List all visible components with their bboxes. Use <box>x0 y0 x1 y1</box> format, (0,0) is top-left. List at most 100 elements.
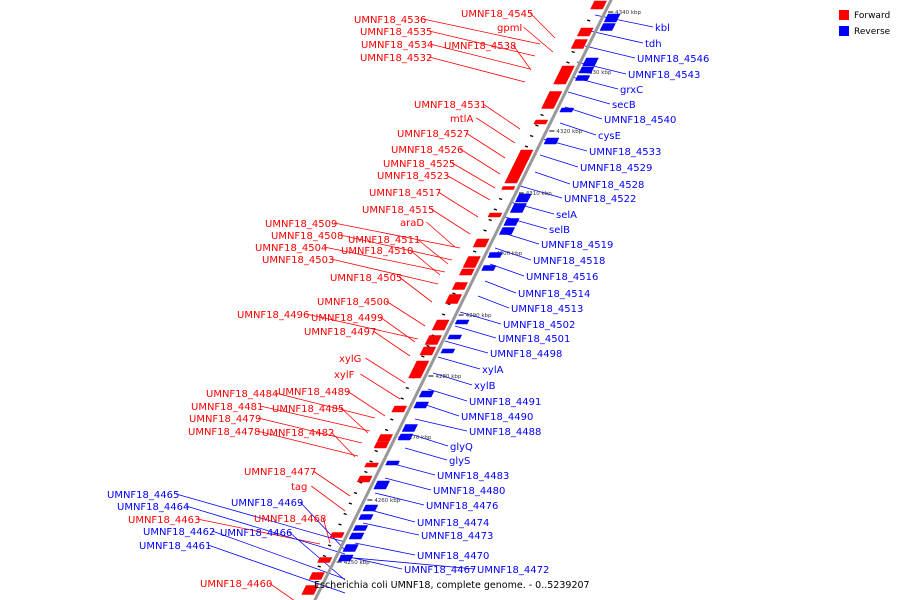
gene-label-umnf18-4481[interactable]: UMNF18_4481 <box>191 402 263 413</box>
gene-label-umnf18-4464[interactable]: UMNF18_4464 <box>117 502 189 513</box>
gene-label-glys[interactable]: glyS <box>449 456 470 467</box>
forward-gene[interactable] <box>570 39 588 49</box>
reverse-gene[interactable] <box>348 532 365 540</box>
gene-label-umnf18-4510[interactable]: UMNF18_4510 <box>341 246 413 257</box>
gene-label-umnf18-4534[interactable]: UMNF18_4534 <box>361 40 433 51</box>
gene-label-umnf18-4474[interactable]: UMNF18_4474 <box>417 518 489 529</box>
reverse-gene[interactable] <box>373 480 391 490</box>
reverse-gene[interactable] <box>362 504 379 512</box>
reverse-gene[interactable] <box>358 514 374 520</box>
gene-label-umnf18-4466[interactable]: UMNF18_4466 <box>220 528 292 539</box>
gene-label-umnf18-4462[interactable]: UMNF18_4462 <box>143 527 215 538</box>
reverse-gene[interactable] <box>418 390 435 398</box>
gene-label-umnf18-4496[interactable]: UMNF18_4496 <box>237 310 309 321</box>
forward-gene[interactable] <box>541 99 559 109</box>
gene-label-umnf18-4461[interactable]: UMNF18_4461 <box>139 541 211 552</box>
gene-label-umnf18-4508[interactable]: UMNF18_4508 <box>271 231 343 242</box>
gene-label-umnf18-4517[interactable]: UMNF18_4517 <box>369 188 441 199</box>
gene-label-umnf18-4483[interactable]: UMNF18_4483 <box>437 471 509 482</box>
forward-gene[interactable] <box>462 256 481 268</box>
reverse-gene[interactable] <box>454 319 470 325</box>
forward-gene[interactable] <box>431 319 450 331</box>
gene-label-umnf18-4467[interactable]: UMNF18_4467 <box>404 565 476 576</box>
reverse-gene[interactable] <box>487 252 503 258</box>
gene-label-sela[interactable]: selA <box>556 210 577 221</box>
reverse-gene[interactable] <box>352 525 369 531</box>
gene-label-umnf18-4526[interactable]: UMNF18_4526 <box>391 145 463 156</box>
forward-gene[interactable] <box>356 475 373 483</box>
forward-gene[interactable] <box>472 238 490 248</box>
forward-gene[interactable] <box>364 462 379 468</box>
gene-label-umnf18-4538[interactable]: UMNF18_4538 <box>444 41 516 52</box>
reverse-gene[interactable] <box>509 203 528 213</box>
gene-label-umnf18-4484[interactable]: UMNF18_4484 <box>206 389 278 400</box>
forward-gene[interactable] <box>451 282 469 290</box>
gene-label-umnf18-4470[interactable]: UMNF18_4470 <box>417 551 489 562</box>
gene-label-umnf18-4490[interactable]: UMNF18_4490 <box>461 412 533 423</box>
gene-label-umnf18-4519[interactable]: UMNF18_4519 <box>541 240 613 251</box>
gene-label-tdh[interactable]: tdh <box>645 39 662 50</box>
gene-label-xyla[interactable]: xylA <box>482 365 504 376</box>
gene-label-umnf18-4491[interactable]: UMNF18_4491 <box>469 397 541 408</box>
gene-label-umnf18-4535[interactable]: UMNF18_4535 <box>360 27 432 38</box>
gene-label-umnf18-4529[interactable]: UMNF18_4529 <box>580 163 652 174</box>
forward-gene[interactable] <box>317 557 333 563</box>
forward-gene[interactable] <box>458 268 475 276</box>
gene-label-selb[interactable]: selB <box>549 225 570 236</box>
reverse-gene[interactable] <box>543 137 560 145</box>
gene-label-umnf18-4460[interactable]: UMNF18_4460 <box>200 579 272 590</box>
forward-gene[interactable] <box>408 369 425 379</box>
gene-label-umnf18-4485[interactable]: UMNF18_4485 <box>272 404 344 415</box>
gene-label-umnf18-4540[interactable]: UMNF18_4540 <box>604 115 676 126</box>
reverse-gene[interactable] <box>385 460 400 466</box>
gene-label-umnf18-4489[interactable]: UMNF18_4489 <box>278 387 350 398</box>
gene-label-umnf18-4503[interactable]: UMNF18_4503 <box>262 255 334 266</box>
gene-label-gpmi[interactable]: gpmI <box>497 23 522 34</box>
gene-label-umnf18-4477[interactable]: UMNF18_4477 <box>244 467 316 478</box>
gene-label-umnf18-4509[interactable]: UMNF18_4509 <box>265 219 337 230</box>
reverse-gene[interactable] <box>401 424 418 432</box>
gene-label-umnf18-4480[interactable]: UMNF18_4480 <box>433 486 505 497</box>
forward-gene[interactable] <box>373 441 390 449</box>
forward-gene[interactable] <box>329 532 345 538</box>
reverse-gene[interactable] <box>337 554 354 562</box>
forward-gene[interactable] <box>501 186 516 190</box>
forward-gene[interactable] <box>376 434 394 442</box>
gene-label-umnf18-4473[interactable]: UMNF18_4473 <box>421 531 493 542</box>
gene-label-umnf18-4546[interactable]: UMNF18_4546 <box>637 54 709 65</box>
forward-gene[interactable] <box>424 335 442 345</box>
reverse-gene[interactable] <box>559 107 575 113</box>
reverse-gene[interactable] <box>503 218 520 226</box>
gene-label-umnf18-4518[interactable]: UMNF18_4518 <box>533 256 605 267</box>
gene-label-xylb[interactable]: xylB <box>474 381 496 392</box>
gene-label-umnf18-4488[interactable]: UMNF18_4488 <box>469 427 541 438</box>
reverse-gene[interactable] <box>599 23 616 31</box>
reverse-gene[interactable] <box>447 334 463 340</box>
forward-gene[interactable] <box>553 75 570 85</box>
gene-label-umnf18-4516[interactable]: UMNF18_4516 <box>526 272 598 283</box>
forward-gene[interactable] <box>411 360 430 372</box>
gene-label-umnf18-4501[interactable]: UMNF18_4501 <box>498 334 570 345</box>
gene-label-umnf18-4528[interactable]: UMNF18_4528 <box>572 180 644 191</box>
gene-label-umnf18-4532[interactable]: UMNF18_4532 <box>360 53 432 64</box>
gene-label-grxc[interactable]: grxC <box>620 85 643 96</box>
reverse-gene[interactable] <box>582 57 599 67</box>
gene-label-umnf18-4478[interactable]: UMNF18_4478 <box>188 427 260 438</box>
gene-label-umnf18-4522[interactable]: UMNF18_4522 <box>564 194 636 205</box>
forward-gene[interactable] <box>515 149 534 161</box>
gene-label-umnf18-4531[interactable]: UMNF18_4531 <box>414 100 486 111</box>
gene-label-umnf18-4482[interactable]: UMNF18_4482 <box>262 428 334 439</box>
gene-label-arad[interactable]: araD <box>400 218 424 229</box>
forward-gene[interactable] <box>576 27 594 37</box>
gene-label-umnf18-4527[interactable]: UMNF18_4527 <box>397 129 469 140</box>
gene-label-cyse[interactable]: cysE <box>598 131 621 142</box>
gene-label-umnf18-4468[interactable]: UMNF18_4468 <box>254 514 326 525</box>
gene-label-umnf18-4463[interactable]: UMNF18_4463 <box>128 515 200 526</box>
gene-label-umnf18-4513[interactable]: UMNF18_4513 <box>511 304 583 315</box>
reverse-gene[interactable] <box>514 193 532 203</box>
gene-label-umnf18-4476[interactable]: UMNF18_4476 <box>426 501 498 512</box>
forward-gene[interactable] <box>391 405 408 413</box>
forward-gene[interactable] <box>504 168 525 184</box>
reverse-gene[interactable] <box>342 544 359 552</box>
gene-label-umnf18-4500[interactable]: UMNF18_4500 <box>317 297 389 308</box>
